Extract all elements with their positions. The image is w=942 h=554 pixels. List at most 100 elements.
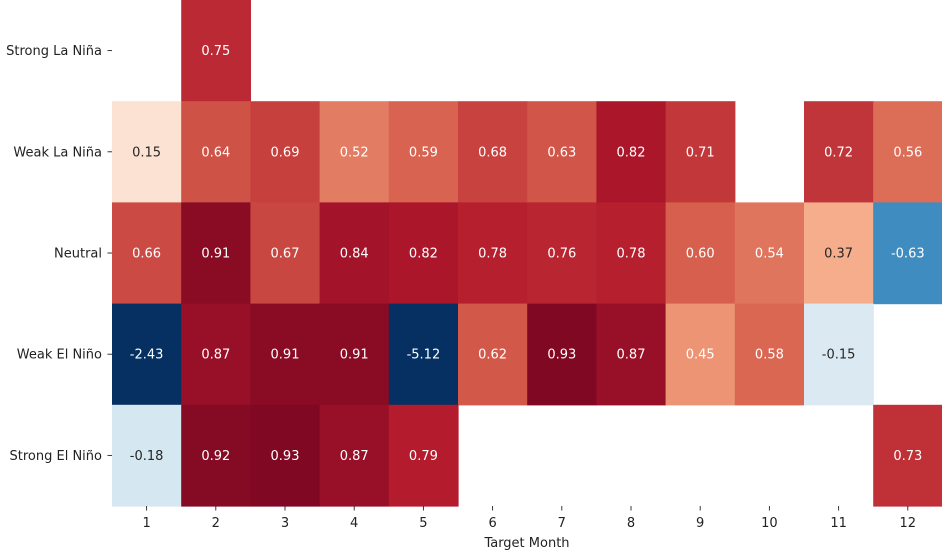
cell-value-label: 0.63 (547, 145, 576, 160)
cell-value-label: 0.75 (201, 44, 230, 59)
cell-value-label: -0.15 (822, 348, 856, 363)
cell-value-label: 0.68 (478, 145, 507, 160)
x-tick-label: 4 (350, 516, 358, 531)
cell-value-label: 0.69 (271, 145, 300, 160)
heatmap-cell (873, 202, 942, 305)
cell-value-label: 0.66 (132, 247, 161, 262)
x-tick-label: 7 (558, 516, 566, 531)
heatmap-cell (665, 202, 736, 305)
cell-value-label: 0.59 (409, 145, 438, 160)
cell-value-label: 0.15 (132, 145, 161, 160)
x-axis: 1 2 3 4 5 6 7 8 9 10 11 12 (142, 506, 916, 531)
heatmap-cell (250, 303, 321, 406)
y-tick-label: Strong El Niño (10, 449, 103, 464)
cell-value-label: 0.82 (409, 247, 438, 262)
heatmap-cell (873, 404, 942, 507)
cell-value-label: -0.63 (891, 247, 925, 262)
x-tick-label: 12 (900, 516, 917, 531)
heatmap-cell (319, 303, 390, 406)
cell-value-label: 0.73 (893, 449, 922, 464)
x-tick-label: 2 (212, 516, 220, 531)
y-tick-label: Weak La Niña (13, 145, 102, 160)
heatmap-cell (319, 202, 390, 305)
cell-value-label: 0.67 (271, 247, 300, 262)
cell-value-label: -0.18 (130, 449, 164, 464)
heatmap-cell (250, 202, 321, 305)
heatmap-cell (665, 101, 736, 203)
heatmap-cell (596, 101, 667, 203)
heatmap-cell (734, 303, 805, 406)
cell-value-label: 0.76 (547, 247, 576, 262)
heatmap-cell (804, 303, 874, 406)
cell-value-label: 0.87 (201, 348, 230, 363)
x-tick-label: 8 (627, 516, 635, 531)
heatmap-cell (250, 101, 321, 203)
cell-value-label: 0.58 (755, 348, 784, 363)
heatmap-cell (181, 0, 251, 102)
heatmap-cell (458, 202, 528, 305)
heatmap-cell (596, 303, 667, 406)
cell-value-label: 0.93 (271, 449, 300, 464)
cell-value-label: 0.91 (340, 348, 369, 363)
x-tick-label: 6 (488, 516, 496, 531)
cell-value-label: 0.82 (617, 145, 646, 160)
heatmap-cell (458, 303, 528, 406)
heatmap-cell (112, 202, 182, 305)
x-tick-label: 3 (281, 516, 289, 531)
y-tick-label: Strong La Niña (6, 44, 102, 59)
heatmap-cell (319, 404, 390, 507)
cell-value-label: 0.91 (201, 247, 230, 262)
cell-value-label: 0.54 (755, 247, 784, 262)
cell-value-label: 0.56 (893, 145, 922, 160)
cell-value-labels: 0.75 0.15 0.64 0.69 0.52 0.59 0.68 0.63 0.82 0.71… (130, 44, 925, 464)
cell-value-label: 0.72 (824, 145, 853, 160)
heatmap-cell (250, 404, 321, 507)
cell-value-label: -5.12 (407, 348, 441, 363)
heatmap-cell (596, 202, 667, 305)
y-tick-label: Neutral (54, 247, 102, 262)
cell-value-label: 0.52 (340, 145, 369, 160)
heatmap-cells (112, 0, 942, 507)
heatmap-cell (388, 404, 459, 507)
y-axis: Strong La Niña Weak La Niña Neutral Weak El… (6, 44, 112, 464)
heatmap-cell (527, 303, 597, 406)
y-tick-label: Weak El Niño (17, 348, 102, 363)
x-tick-label: 11 (830, 516, 847, 531)
cell-value-label: 0.92 (201, 449, 230, 464)
heatmap-cell (112, 404, 182, 507)
cell-value-label: 0.62 (478, 348, 507, 363)
cell-value-label: 0.79 (409, 449, 438, 464)
cell-value-label: 0.64 (201, 145, 230, 160)
heatmap-cell (181, 202, 251, 305)
heatmap-cell (527, 202, 597, 305)
heatmap-cell (181, 404, 251, 507)
cell-value-label: 0.78 (478, 247, 507, 262)
cell-value-label: 0.84 (340, 247, 369, 262)
heatmap-cell (181, 303, 251, 406)
cell-value-label: 0.93 (547, 348, 576, 363)
heatmap-cell (388, 202, 459, 305)
cell-value-label: 0.78 (617, 247, 646, 262)
x-axis-label: Target Month (483, 536, 569, 550)
heatmap-cell (112, 303, 182, 406)
cell-value-label: 0.60 (686, 247, 715, 262)
heatmap-cell (527, 101, 597, 203)
cell-value-label: -2.43 (130, 348, 164, 363)
heatmap-cell (873, 101, 942, 203)
x-tick-label: 5 (419, 516, 427, 531)
heatmap-cell (319, 101, 390, 203)
x-tick-label: 1 (142, 516, 150, 531)
cell-value-label: 0.91 (271, 348, 300, 363)
cell-value-label: 0.37 (824, 247, 853, 262)
heatmap-cell (804, 202, 874, 305)
heatmap-cell (734, 202, 805, 305)
heatmap-cell (181, 101, 251, 203)
heatmap-cell (665, 303, 736, 406)
heatmap-cell (458, 101, 528, 203)
cell-value-label: 0.87 (340, 449, 369, 464)
cell-value-label: 0.45 (686, 348, 715, 363)
x-tick-label: 9 (696, 516, 704, 531)
cell-value-label: 0.87 (617, 348, 646, 363)
